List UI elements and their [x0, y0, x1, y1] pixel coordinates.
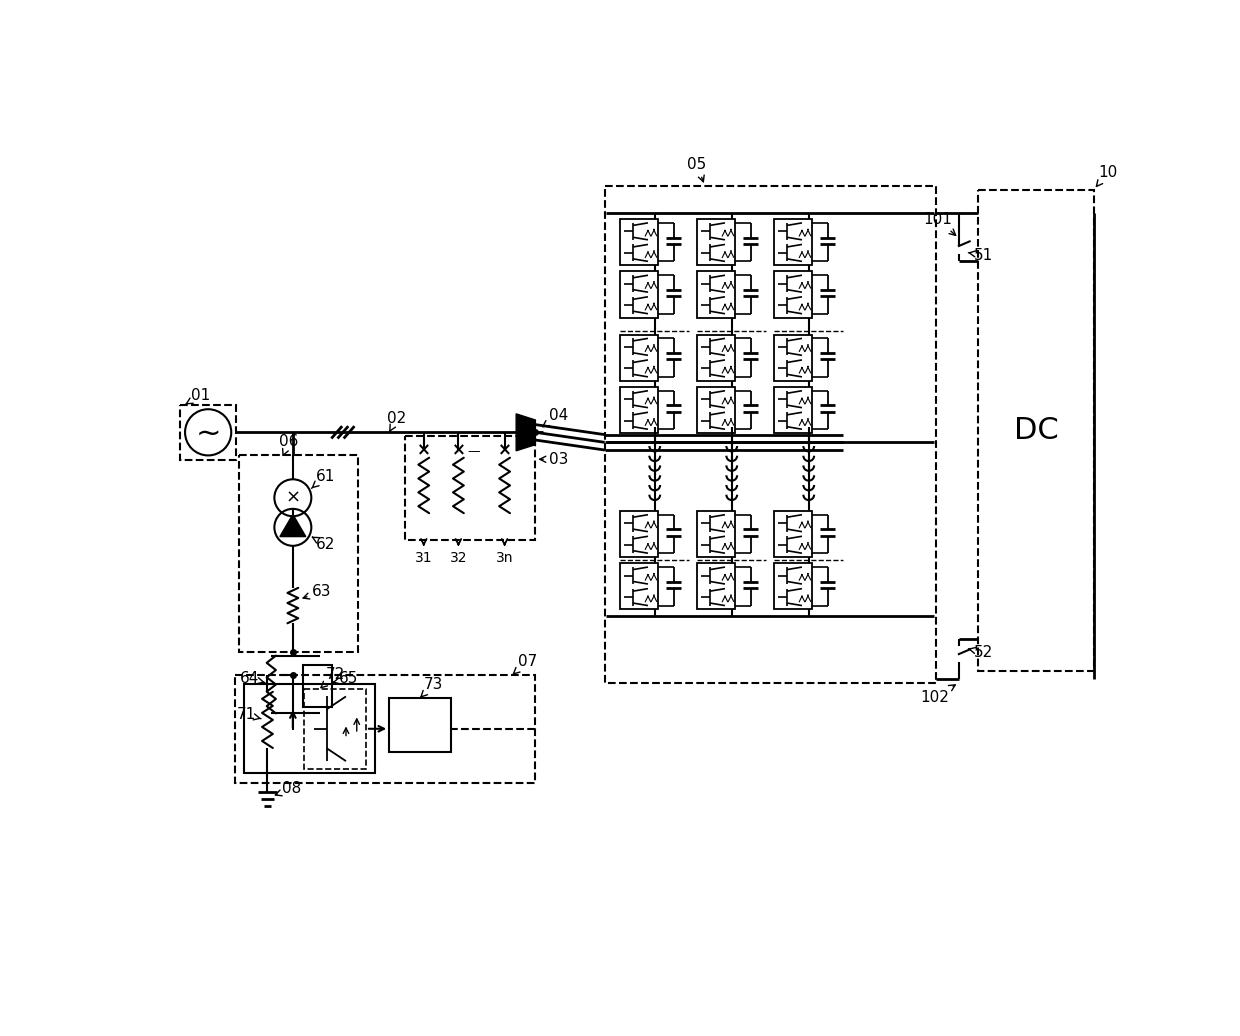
Text: 64: 64	[241, 671, 265, 686]
Bar	[620, 271, 658, 318]
Bar	[605, 185, 936, 683]
Text: 101: 101	[923, 211, 956, 235]
Bar	[404, 436, 536, 540]
Text: 04: 04	[543, 408, 568, 427]
Text: 102: 102	[920, 685, 955, 706]
Text: 10: 10	[1096, 166, 1117, 186]
Text: 02: 02	[387, 411, 407, 431]
Bar	[620, 335, 658, 381]
Text: ×: ×	[417, 441, 430, 459]
Bar	[697, 511, 735, 557]
Text: 32: 32	[450, 551, 467, 565]
Bar	[774, 219, 812, 265]
Polygon shape	[516, 413, 536, 451]
Text: 06: 06	[279, 434, 299, 456]
Bar	[774, 271, 812, 318]
Text: 03: 03	[539, 452, 568, 467]
Bar	[697, 564, 735, 609]
Text: ~: ~	[196, 420, 221, 449]
Text: 62: 62	[312, 537, 335, 552]
Bar	[697, 219, 735, 265]
Bar	[697, 386, 735, 433]
Bar	[620, 564, 658, 609]
Bar	[697, 271, 735, 318]
Bar	[774, 511, 812, 557]
Bar	[774, 335, 812, 381]
Bar	[236, 674, 536, 782]
Bar	[620, 219, 658, 265]
Text: 65: 65	[334, 671, 358, 686]
Bar	[244, 684, 376, 774]
Text: 52: 52	[968, 645, 993, 660]
Text: 71: 71	[237, 708, 260, 722]
Polygon shape	[280, 515, 306, 537]
Text: ×: ×	[285, 489, 300, 507]
Text: 07: 07	[513, 654, 537, 673]
Bar	[697, 335, 735, 381]
Bar	[181, 405, 236, 460]
Text: 61: 61	[311, 468, 335, 488]
Bar	[304, 689, 366, 769]
Bar	[389, 698, 450, 752]
Text: 73: 73	[420, 677, 444, 697]
Text: ×: ×	[497, 441, 512, 459]
Bar	[774, 386, 812, 433]
Bar	[774, 564, 812, 609]
Bar	[978, 190, 1094, 671]
Text: 72: 72	[321, 667, 345, 688]
Text: 63: 63	[303, 584, 332, 599]
Bar	[620, 386, 658, 433]
Bar	[620, 511, 658, 557]
Text: 01: 01	[186, 387, 210, 404]
Text: ×: ×	[451, 441, 465, 459]
Text: —: —	[467, 445, 480, 458]
Text: DC: DC	[1013, 415, 1058, 444]
Bar	[239, 456, 358, 652]
Text: 31: 31	[415, 551, 433, 565]
Text: 3n: 3n	[496, 551, 513, 565]
Text: 05: 05	[687, 156, 707, 182]
Text: 51: 51	[968, 248, 993, 263]
Text: 08: 08	[275, 781, 301, 797]
Bar	[303, 665, 332, 708]
